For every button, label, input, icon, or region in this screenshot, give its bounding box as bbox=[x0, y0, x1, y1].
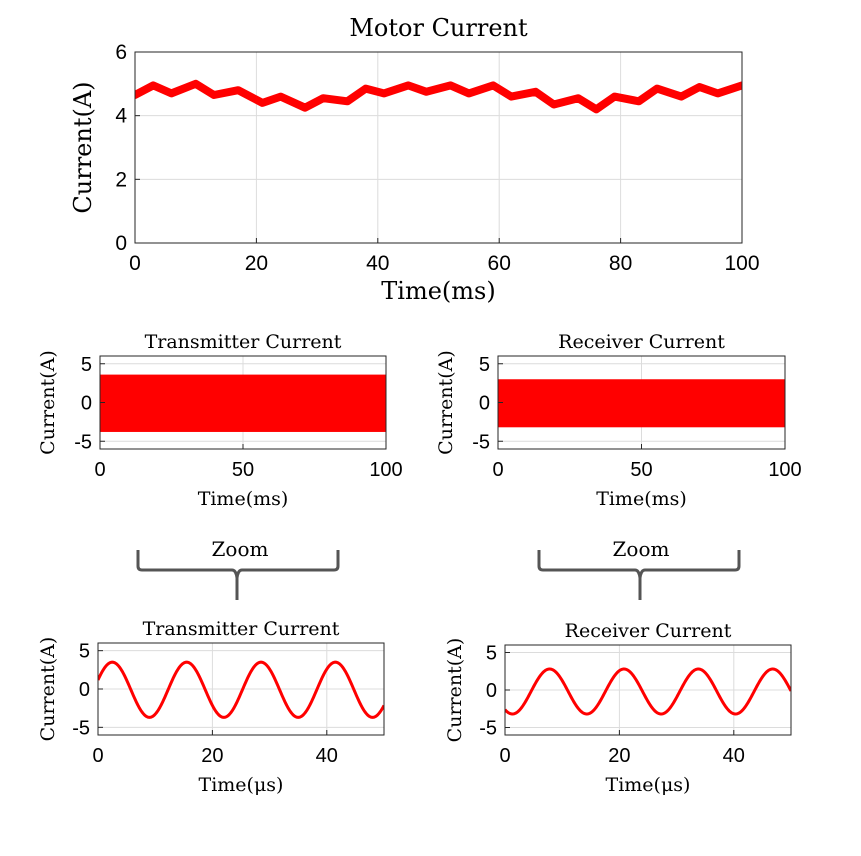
y-tick-label: 0 bbox=[479, 393, 490, 415]
series-layer bbox=[505, 667, 791, 716]
zoom-label: Zoom bbox=[212, 537, 269, 561]
x-tick-label: 20 bbox=[608, 745, 630, 767]
y-tick-label: 0 bbox=[486, 680, 497, 702]
series-line bbox=[98, 660, 384, 719]
y-tick-label: 4 bbox=[115, 105, 127, 128]
series-line bbox=[135, 79, 742, 114]
y-tick-label: -5 bbox=[72, 717, 90, 739]
axes-box bbox=[134, 51, 743, 244]
series-layer bbox=[100, 374, 386, 432]
x-tick-label: 0 bbox=[129, 252, 141, 275]
chart-title: Transmitter Current bbox=[143, 618, 340, 640]
y-axis-label: Current(A) bbox=[37, 637, 59, 742]
y-axis-label: Current(A) bbox=[444, 638, 466, 743]
x-axis-label: Time(ms) bbox=[381, 277, 495, 305]
y-tick-label: -5 bbox=[74, 431, 92, 453]
series-layer bbox=[135, 79, 742, 114]
x-tick-label: 100 bbox=[768, 459, 801, 481]
x-tick-label: 100 bbox=[724, 252, 759, 275]
series-layer bbox=[498, 379, 785, 428]
chart-1: 0 20 40 60 80 100 0 2 4 6 Motor Current Time(ms) Cur… bbox=[69, 14, 760, 305]
chart-title: Transmitter Current bbox=[145, 331, 342, 353]
ticks: 0 20 40-505 bbox=[72, 641, 338, 767]
x-tick-label: 0 bbox=[492, 459, 503, 481]
x-tick-label: 100 bbox=[369, 459, 402, 481]
x-tick-label: 0 bbox=[92, 745, 103, 767]
y-axis-label: Current(A) bbox=[435, 350, 457, 455]
y-axis-label: Current(A) bbox=[37, 350, 59, 455]
y-tick-label: 5 bbox=[81, 354, 92, 376]
brace-shape bbox=[537, 550, 741, 600]
x-tick-label: 40 bbox=[723, 745, 745, 767]
y-tick-label: 5 bbox=[79, 641, 90, 663]
y-tick-label: -5 bbox=[472, 431, 490, 453]
y-tick-label: 0 bbox=[115, 232, 127, 255]
y-tick-label: 6 bbox=[115, 41, 127, 64]
ticks: 0 50 100-505 bbox=[472, 354, 801, 481]
x-tick-label: 80 bbox=[609, 252, 632, 275]
chart-title: Motor Current bbox=[349, 14, 528, 42]
x-tick-label: 40 bbox=[316, 745, 338, 767]
y-axis-label: Current(A) bbox=[69, 81, 97, 213]
x-tick-label: 60 bbox=[488, 252, 511, 275]
series-envelope bbox=[498, 379, 785, 428]
x-tick-label: 40 bbox=[366, 252, 389, 275]
ticks: 0 50 100-505 bbox=[74, 354, 402, 481]
x-tick-label: 50 bbox=[630, 459, 652, 481]
chart-title: Receiver Current bbox=[558, 331, 725, 353]
y-tick-label: 5 bbox=[486, 643, 497, 665]
chart-title: Receiver Current bbox=[565, 620, 732, 642]
x-axis-label: Time(μs) bbox=[199, 774, 284, 796]
series-layer bbox=[98, 660, 384, 719]
y-tick-label: 5 bbox=[479, 354, 490, 376]
brace-shape bbox=[136, 550, 340, 600]
grid bbox=[504, 645, 791, 735]
plot-area bbox=[135, 52, 742, 243]
x-tick-label: 20 bbox=[245, 252, 268, 275]
y-tick-label: 0 bbox=[79, 679, 90, 701]
charts-layer: 0 20 40 60 80 100 0 2 4 6 Motor Current Time(ms) Cur… bbox=[37, 14, 802, 796]
zoom-label: Zoom bbox=[613, 537, 670, 561]
y-tick-label: 0 bbox=[81, 393, 92, 415]
zoom-brace-left: Zoom bbox=[136, 537, 340, 600]
x-axis-label: Time(μs) bbox=[606, 774, 691, 796]
x-tick-label: 0 bbox=[499, 745, 510, 767]
series-envelope bbox=[100, 374, 386, 432]
zoom-brace-right: Zoom bbox=[537, 537, 741, 600]
ticks: 0 20 40 60 80 100 0 2 4 6 bbox=[115, 41, 759, 275]
y-tick-label: -5 bbox=[479, 718, 497, 740]
x-axis-label: Time(ms) bbox=[596, 488, 687, 510]
grid bbox=[97, 643, 384, 735]
x-tick-label: 0 bbox=[94, 459, 105, 481]
series-line bbox=[505, 667, 791, 716]
x-tick-label: 50 bbox=[232, 459, 254, 481]
x-axis-label: Time(ms) bbox=[198, 488, 289, 510]
ticks: 0 20 40-505 bbox=[479, 643, 745, 768]
y-tick-label: 2 bbox=[115, 168, 127, 191]
x-tick-label: 20 bbox=[201, 745, 223, 767]
